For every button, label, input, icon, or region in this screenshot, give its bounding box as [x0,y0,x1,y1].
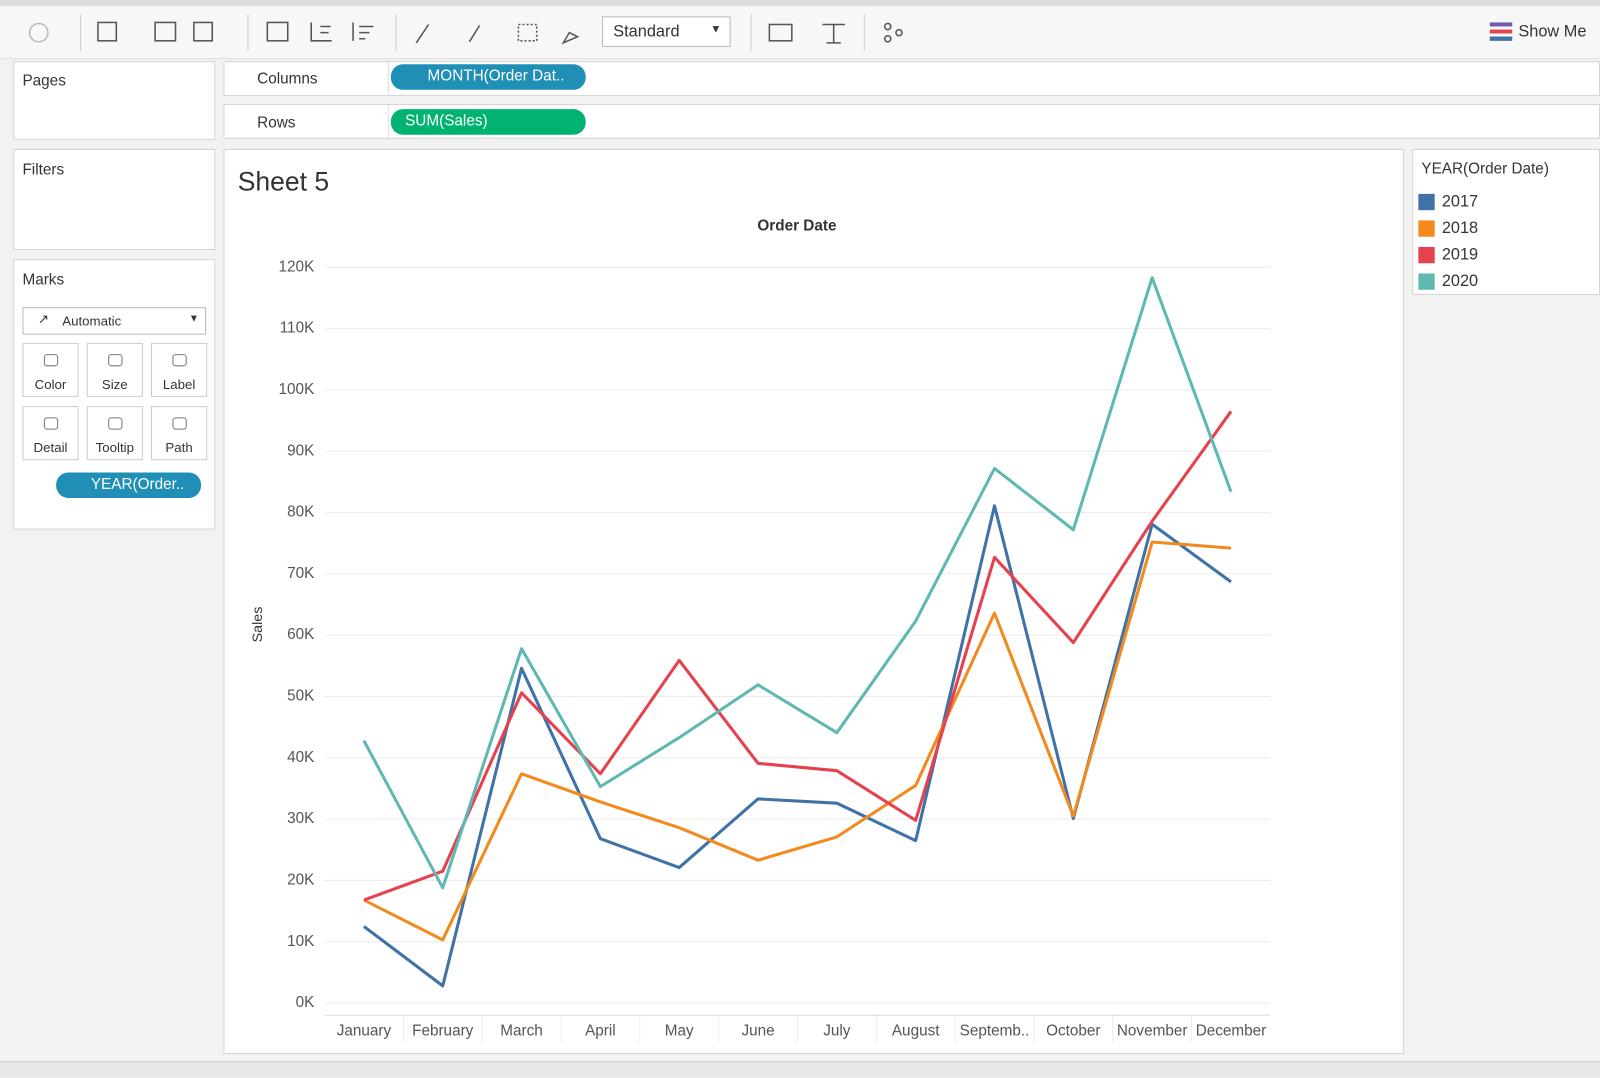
toolbar: Standard ▼ Show Me [0,6,1600,60]
columns-title: Columns [257,70,318,88]
series-line [362,504,1232,988]
x-tick-label: February [412,1023,474,1040]
legend-label: 2017 [1442,192,1478,210]
filters-card: Filters [13,148,216,250]
legend-swatch [1418,193,1435,211]
marks-button-label: Size [101,376,128,392]
year-pill[interactable]: YEAR(Order.. [56,472,202,498]
x-tick-label: March [500,1023,543,1040]
sheet-view [223,148,1405,1055]
x-tick-label: August [892,1023,940,1040]
series-line [363,540,1232,942]
x-tick-label: October [1046,1023,1100,1040]
y-tick-label: 10K [287,933,315,950]
legend-swatch [1418,246,1435,264]
y-tick-label: 110K [280,320,315,337]
x-tick-label: April [585,1023,616,1040]
legend-label: 2020 [1442,272,1478,290]
marks-button-icon [172,354,187,367]
x-tick-label: January [337,1023,392,1040]
y-axis-title: Sales [250,607,266,643]
marks-button[interactable]: Tooltip [86,406,143,461]
rows-pill[interactable]: SUM(Sales) [390,109,586,135]
mark-type: Automatic [62,313,122,329]
marks-button-icon [43,354,59,367]
x-tick-label: July [823,1023,851,1040]
y-tick-label: 70K [287,565,315,582]
chart-title: Sheet 5 [238,167,329,197]
fit-dropdown[interactable]: Standard ▼ [602,16,731,47]
fit-label: Standard [613,23,680,41]
legend-label: 2018 [1442,219,1478,237]
marks-button[interactable]: Size [86,342,143,397]
y-tick-label: 40K [287,749,315,766]
series-line [362,276,1233,890]
legend-swatch [1418,220,1435,237]
marks-button-label: Label [162,376,196,392]
x-tick-label: June [741,1023,774,1040]
show-me[interactable]: Show Me [1518,23,1587,41]
show-me-icon [1489,22,1513,41]
marks-button-label: Path [165,439,193,456]
marks-button-label: Detail [33,439,68,456]
marks-button[interactable]: Path [151,406,208,461]
series-line [363,410,1233,902]
rows-title: Rows [257,114,296,132]
x-tick-label: May [665,1023,694,1040]
toolbar-icons [28,14,903,52]
y-tick-label: 90K [287,442,315,459]
y-tick-label: 50K [287,688,315,705]
marks-card: Marks Automatic ↗ ▼ Color Size Label Detail To… [13,259,216,530]
marks-button-label: Color [34,376,67,392]
y-tick-label: 100K [279,381,316,398]
marks-button-icon [43,417,59,430]
x-axis-title: Order Date [757,218,836,235]
legend-card [1412,148,1600,295]
marks-button-icon [108,417,123,430]
marks-button[interactable]: Color [22,342,79,397]
sheet-tabs [0,1061,1600,1078]
rows-pill-label: SUM(Sales) [405,112,488,130]
title-strip [0,0,1600,7]
marks-button-icon [108,354,123,367]
legend-title: YEAR(Order Date) [1421,160,1549,177]
legend-swatch [1418,273,1435,290]
marks-button[interactable]: Label [151,342,208,397]
x-tick-label: Septemb.. [960,1023,1030,1040]
columns-pill[interactable]: MONTH(Order Dat.. [390,64,586,90]
marks-button[interactable]: Detail [22,406,79,461]
y-tick-label: 0K [296,994,316,1011]
y-tick-label: 30K [287,810,315,827]
y-tick-label: 80K [287,504,315,521]
marks-button-icon [172,417,187,430]
year-pill-label: YEAR(Order.. [90,475,185,493]
legend-label: 2019 [1442,245,1478,263]
pages-title: Pages [22,72,66,90]
marks-title: Marks [22,271,65,289]
y-tick-label: 60K [287,626,315,643]
x-tick-label: December [1196,1023,1267,1040]
y-tick-label: 120K [279,258,316,275]
x-tick-label: November [1117,1023,1188,1040]
mark-type-dropdown[interactable]: Automatic ↗ ▼ [22,307,207,335]
pages-card: Pages [13,61,216,140]
columns-pill-label: MONTH(Order Dat.. [427,67,565,85]
y-tick-label: 20K [287,871,315,888]
filters-title: Filters [22,161,65,179]
marks-button-label: Tooltip [95,439,134,456]
